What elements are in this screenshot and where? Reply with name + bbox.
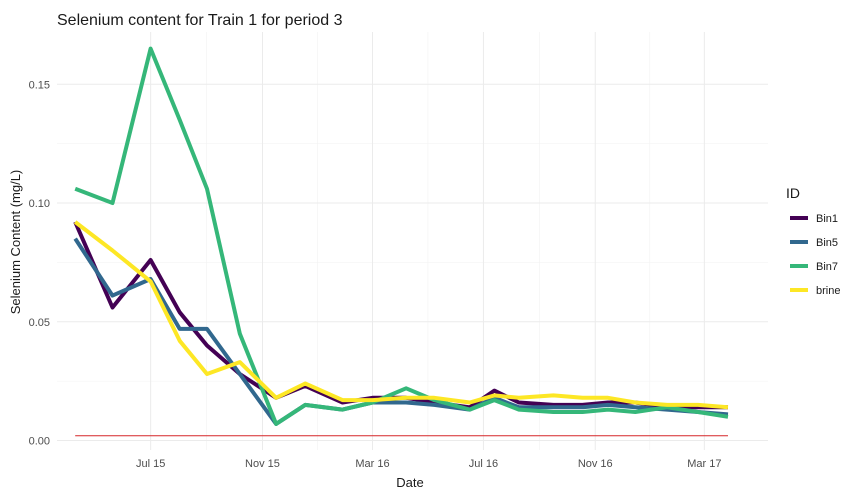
series-line-bin5	[73, 237, 729, 426]
x-tick-label: Nov 15	[245, 458, 280, 470]
series-lines	[73, 46, 729, 426]
y-tick-label: 0.00	[29, 436, 50, 448]
legend-label-brine: brine	[816, 285, 840, 297]
x-tick-label: Mar 17	[687, 458, 721, 470]
x-tick-label: Jul 15	[136, 458, 165, 470]
y-tick-label: 0.05	[29, 317, 50, 329]
legend-label-bin1: Bin1	[816, 213, 838, 225]
series-line-bin7	[74, 46, 729, 426]
x-tick-label: Mar 16	[355, 458, 389, 470]
x-axis-title: Date	[396, 475, 423, 490]
legend-label-bin5: Bin5	[816, 237, 838, 249]
grid	[57, 32, 768, 450]
y-tick-label: 0.10	[29, 198, 50, 210]
legend-label-bin7: Bin7	[816, 261, 838, 273]
legend-title: ID	[786, 185, 800, 201]
y-tick-label: 0.15	[29, 79, 50, 91]
x-axis-ticks: Jul 15 Nov 15 Mar 16 Jul 16 Nov 16 Mar 17	[136, 458, 722, 470]
legend-items: Bin1 Bin5 Bin7 brine	[790, 213, 840, 297]
y-axis-title: Selenium Content (mg/L)	[8, 170, 23, 315]
legend: ID Bin1 Bin5 Bin7 brine	[786, 185, 840, 297]
chart-title: Selenium content for Train 1 for period …	[57, 12, 343, 29]
y-axis-ticks: 0.00 0.05 0.10 0.15	[29, 79, 50, 447]
series-line-brine	[73, 220, 729, 410]
x-tick-label: Jul 16	[469, 458, 498, 470]
x-tick-label: Nov 16	[578, 458, 613, 470]
